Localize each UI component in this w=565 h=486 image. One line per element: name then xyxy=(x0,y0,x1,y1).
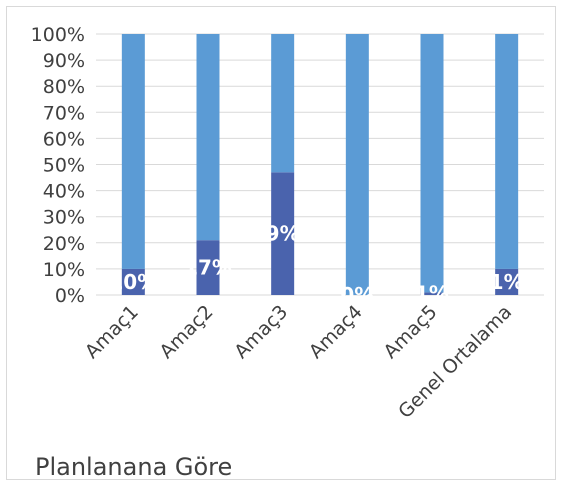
y-tick-label: 80% xyxy=(43,76,85,98)
data-label: 1% xyxy=(490,270,524,294)
x-category-label: Amaç1 xyxy=(81,301,143,363)
data-label: 9% xyxy=(266,222,300,246)
y-tick-label: 40% xyxy=(43,181,85,203)
bar-segment-planned xyxy=(121,268,145,295)
chart-frame: 0% 10% 20% 30% 40% 50% 60% 70% 80% 90% 100% 10% Amaç… xyxy=(6,6,556,480)
y-tick-label: 50% xyxy=(43,155,85,177)
bar-segment-remaining xyxy=(121,34,145,269)
legend-series-label: Planlanana Göre xyxy=(35,453,233,480)
y-tick-label: 10% xyxy=(43,259,85,281)
x-category-label: Amaç2 xyxy=(156,301,218,363)
bar-segment-planned xyxy=(495,268,519,295)
y-tick-label: 30% xyxy=(43,207,85,229)
x-category-label: Amaç5 xyxy=(380,301,442,363)
bar-segment-remaining xyxy=(196,34,220,241)
bar-segment-remaining xyxy=(271,34,295,173)
data-label: 17% xyxy=(184,256,232,280)
y-tick-label: 0% xyxy=(55,285,85,307)
data-label: 0% xyxy=(340,283,374,307)
bar-segment-planned xyxy=(420,292,444,295)
y-tick-label: 100% xyxy=(31,24,85,46)
bar-segment-planned xyxy=(196,240,220,295)
y-tick-label: 70% xyxy=(43,102,85,124)
y-tick-label: 60% xyxy=(43,128,85,150)
stacked-bar-chart: 0% 10% 20% 30% 40% 50% 60% 70% 80% 90% 100% 10% Amaç… xyxy=(31,24,544,423)
bar-segment-planned xyxy=(271,172,295,295)
data-label: 10% xyxy=(109,270,157,294)
y-tick-label: 20% xyxy=(43,233,85,255)
x-category-label: Amaç3 xyxy=(230,301,292,363)
bar-segment-remaining xyxy=(495,34,519,269)
x-category-label: Amaç4 xyxy=(305,301,367,363)
y-tick-label: 90% xyxy=(43,50,85,72)
bar-segment-remaining xyxy=(345,34,369,295)
bar-segment-remaining xyxy=(420,34,444,293)
data-label: 1% xyxy=(415,282,449,306)
